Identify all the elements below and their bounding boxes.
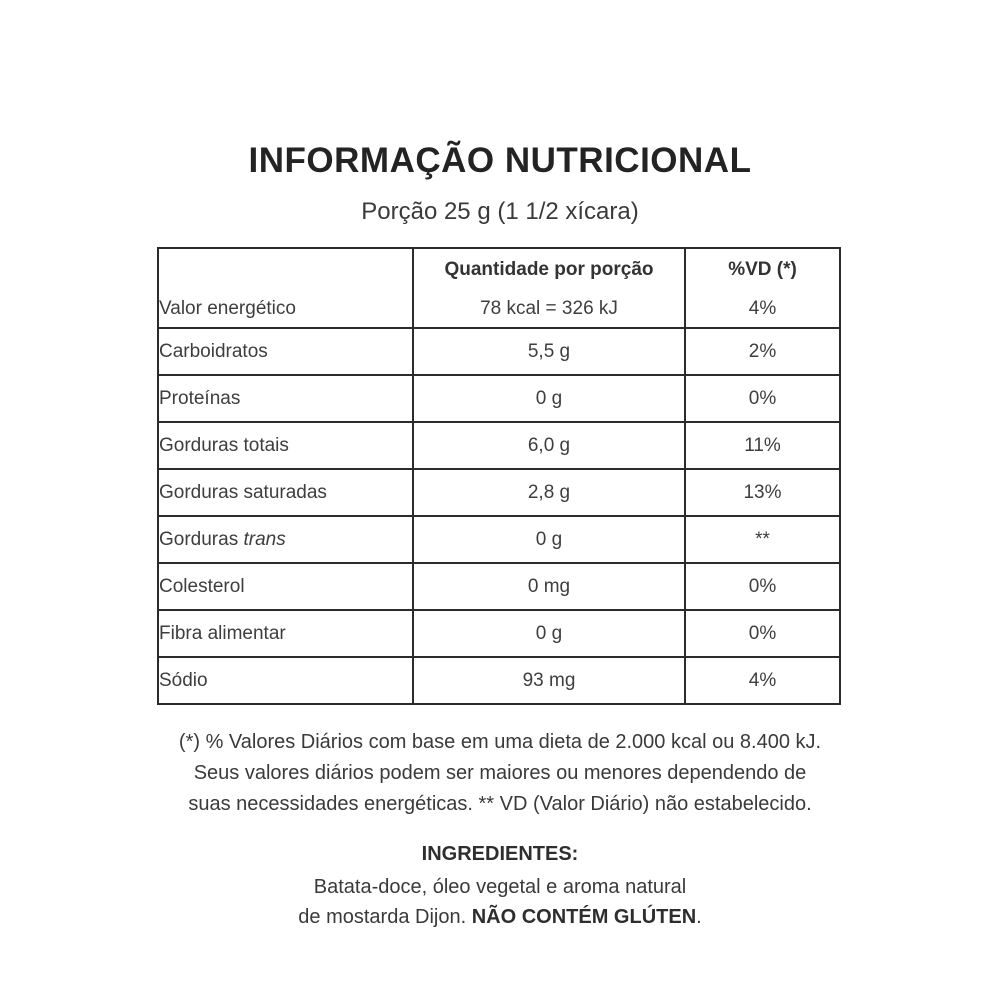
ingredients-line: Batata-doce, óleo vegetal e aroma natura…	[313, 876, 687, 898]
trans-italic: trans	[243, 528, 286, 550]
footnote-line: Seus valores diários podem ser maiores o…	[193, 762, 807, 784]
row-dv: 4%	[684, 290, 841, 329]
row-amount: 5,5 g	[412, 327, 686, 376]
serving-size: Porção 25 g (1 1/2 xícara)	[361, 198, 639, 225]
table-row: Carboidratos 5,5 g 2%	[157, 327, 841, 376]
row-amount: 78 kcal = 326 kJ	[412, 290, 686, 329]
gluten-free-statement: NÃO CONTÉM GLÚTEN	[471, 906, 697, 928]
table-row: Proteínas 0 g 0%	[157, 374, 841, 423]
table-row: Colesterol 0 mg 0%	[157, 562, 841, 611]
header-dv: %VD (*)	[684, 247, 841, 290]
table-header-row: Quantidade por porção %VD (*)	[157, 247, 841, 290]
ingredients-line: de mostarda Dijon. NÃO CONTÉM GLÚTEN.	[298, 906, 702, 928]
row-amount: 0 g	[412, 374, 686, 423]
row-label: Valor energético	[157, 290, 414, 329]
header-amount: Quantidade por porção	[412, 247, 686, 290]
row-dv: 0%	[684, 609, 841, 658]
row-label: Sódio	[157, 656, 414, 705]
row-label: Colesterol	[157, 562, 414, 611]
row-dv: 13%	[684, 468, 841, 517]
row-amount: 0 g	[412, 609, 686, 658]
row-dv: 11%	[684, 421, 841, 470]
row-amount: 2,8 g	[412, 468, 686, 517]
row-label: Proteínas	[157, 374, 414, 423]
row-amount: 93 mg	[412, 656, 686, 705]
daily-values-footnote: (*) % Valores Diários com base em uma di…	[0, 727, 1000, 820]
row-label: Fibra alimentar	[157, 609, 414, 658]
table-row: Gorduras trans 0 g **	[157, 515, 841, 564]
ingredients-heading: INGREDIENTES:	[421, 843, 579, 865]
table-row: Sódio 93 mg 4%	[157, 656, 841, 705]
row-label: Gorduras trans	[157, 515, 414, 564]
row-label: Carboidratos	[157, 327, 414, 376]
table-row: Fibra alimentar 0 g 0%	[157, 609, 841, 658]
row-dv: 4%	[684, 656, 841, 705]
row-label: Gorduras saturadas	[157, 468, 414, 517]
ingredients-list: Batata-doce, óleo vegetal e aroma natura…	[0, 872, 1000, 932]
row-label: Gorduras totais	[157, 421, 414, 470]
header-empty-cell	[157, 247, 414, 290]
row-dv: 2%	[684, 327, 841, 376]
footnote-line: (*) % Valores Diários com base em uma di…	[178, 731, 822, 753]
table-row: Gorduras totais 6,0 g 11%	[157, 421, 841, 470]
row-amount: 6,0 g	[412, 421, 686, 470]
row-amount: 0 mg	[412, 562, 686, 611]
table-row: Gorduras saturadas 2,8 g 13%	[157, 468, 841, 517]
row-dv: **	[684, 515, 841, 564]
table-row: Valor energético 78 kcal = 326 kJ 4%	[157, 290, 841, 329]
nutrition-table: Quantidade por porção %VD (*) Valor ener…	[157, 247, 841, 705]
footnote-line: suas necessidades energéticas. ** VD (Va…	[188, 793, 812, 815]
row-dv: 0%	[684, 374, 841, 423]
page-title: INFORMAÇÃO NUTRICIONAL	[248, 141, 752, 180]
row-amount: 0 g	[412, 515, 686, 564]
row-dv: 0%	[684, 562, 841, 611]
